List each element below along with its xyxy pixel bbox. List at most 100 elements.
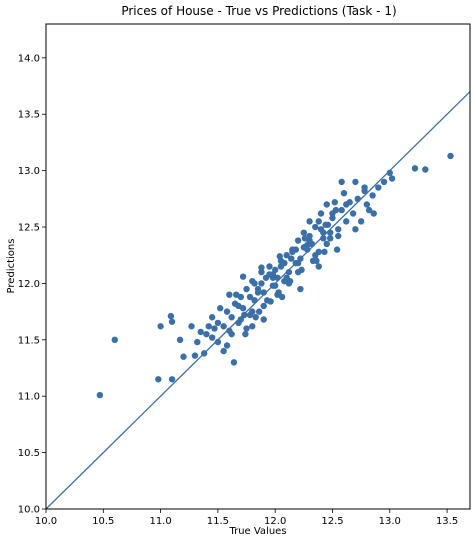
data-point xyxy=(220,347,227,355)
data-point xyxy=(239,273,247,280)
data-point xyxy=(157,323,164,330)
data-point xyxy=(285,280,293,287)
data-point xyxy=(188,323,195,330)
y-tick-label: 14.0 xyxy=(18,53,40,64)
data-point xyxy=(422,166,429,173)
data-point xyxy=(197,328,204,336)
data-point xyxy=(283,252,290,259)
data-point xyxy=(180,353,187,360)
data-point xyxy=(214,319,222,327)
y-tick-label: 10.5 xyxy=(18,448,40,459)
data-point xyxy=(331,199,338,206)
data-point xyxy=(343,218,350,225)
data-point xyxy=(226,327,233,334)
data-points xyxy=(96,152,454,399)
data-point xyxy=(267,298,274,305)
x-tick-label: 11.5 xyxy=(207,516,229,527)
data-point xyxy=(251,280,258,287)
y-tick-label: 13.0 xyxy=(18,166,40,177)
data-point xyxy=(329,214,336,222)
reference-line xyxy=(45,91,471,510)
data-point xyxy=(300,229,308,236)
data-point xyxy=(223,308,231,315)
data-point xyxy=(214,338,222,346)
data-point xyxy=(274,274,281,281)
y-tick-label: 10.0 xyxy=(18,505,40,516)
data-point xyxy=(223,342,231,349)
data-point xyxy=(168,376,176,383)
y-tick-label: 12.0 xyxy=(18,279,40,290)
data-point xyxy=(357,218,365,225)
data-point xyxy=(301,235,309,242)
data-point xyxy=(208,314,216,321)
data-point xyxy=(335,226,342,233)
data-point xyxy=(260,289,267,296)
y-tick-label: 12.5 xyxy=(18,223,40,234)
data-point xyxy=(361,184,368,191)
data-point xyxy=(266,263,273,270)
x-tick-label: 13.5 xyxy=(436,516,458,527)
plot-area xyxy=(46,24,470,509)
data-point xyxy=(352,226,359,233)
data-point xyxy=(320,235,327,242)
data-point xyxy=(228,314,235,321)
data-point xyxy=(317,210,325,217)
data-point xyxy=(243,285,250,293)
data-point xyxy=(281,259,288,267)
data-point xyxy=(269,274,277,281)
data-point xyxy=(233,291,240,298)
data-point xyxy=(312,252,319,259)
data-point xyxy=(200,350,208,357)
y-tick-label: 11.0 xyxy=(18,392,40,403)
data-point xyxy=(243,325,250,332)
data-point xyxy=(386,169,393,177)
data-point xyxy=(380,178,388,186)
data-point xyxy=(294,237,302,244)
data-point xyxy=(447,152,454,160)
data-point xyxy=(338,206,345,214)
data-point xyxy=(208,334,216,341)
data-point xyxy=(271,282,279,289)
data-point xyxy=(369,192,376,199)
data-point xyxy=(321,248,328,256)
data-point xyxy=(375,184,382,191)
data-point xyxy=(249,308,256,315)
data-point xyxy=(317,226,325,233)
x-tick-label: 10.0 xyxy=(35,516,57,527)
data-point xyxy=(260,316,267,323)
data-point xyxy=(168,318,176,325)
chart-title: Prices of House - True vs Predictions (T… xyxy=(121,4,396,18)
y-tick-label: 11.5 xyxy=(18,335,40,346)
data-point xyxy=(363,201,371,208)
data-point xyxy=(294,268,302,276)
data-point xyxy=(249,323,256,330)
data-point xyxy=(242,330,249,338)
data-point xyxy=(254,289,262,296)
data-point xyxy=(203,330,210,338)
y-tick-label: 13.5 xyxy=(18,110,40,121)
data-point xyxy=(258,264,265,271)
data-point xyxy=(241,311,248,319)
data-point xyxy=(230,359,238,366)
x-axis-title: True Values xyxy=(228,526,286,537)
data-point xyxy=(324,221,332,228)
data-point xyxy=(294,259,302,267)
data-point xyxy=(292,246,300,253)
plot-frame xyxy=(45,23,471,510)
data-point xyxy=(276,253,283,260)
data-point xyxy=(297,285,304,293)
data-point xyxy=(260,302,267,310)
data-point xyxy=(332,206,340,214)
data-point xyxy=(258,268,265,276)
data-point xyxy=(323,201,330,208)
data-point xyxy=(226,291,233,298)
y-axis-ticks: 10.0 10.5 11.0 11.5 12.0 12.5 13.0 13.5 14.0 xyxy=(18,53,46,516)
data-point xyxy=(306,218,313,225)
data-point xyxy=(205,323,212,330)
data-point xyxy=(349,210,357,217)
data-point xyxy=(338,178,345,186)
data-point xyxy=(255,308,263,315)
data-point xyxy=(211,325,218,332)
y-axis-title: Predictions xyxy=(6,239,17,294)
